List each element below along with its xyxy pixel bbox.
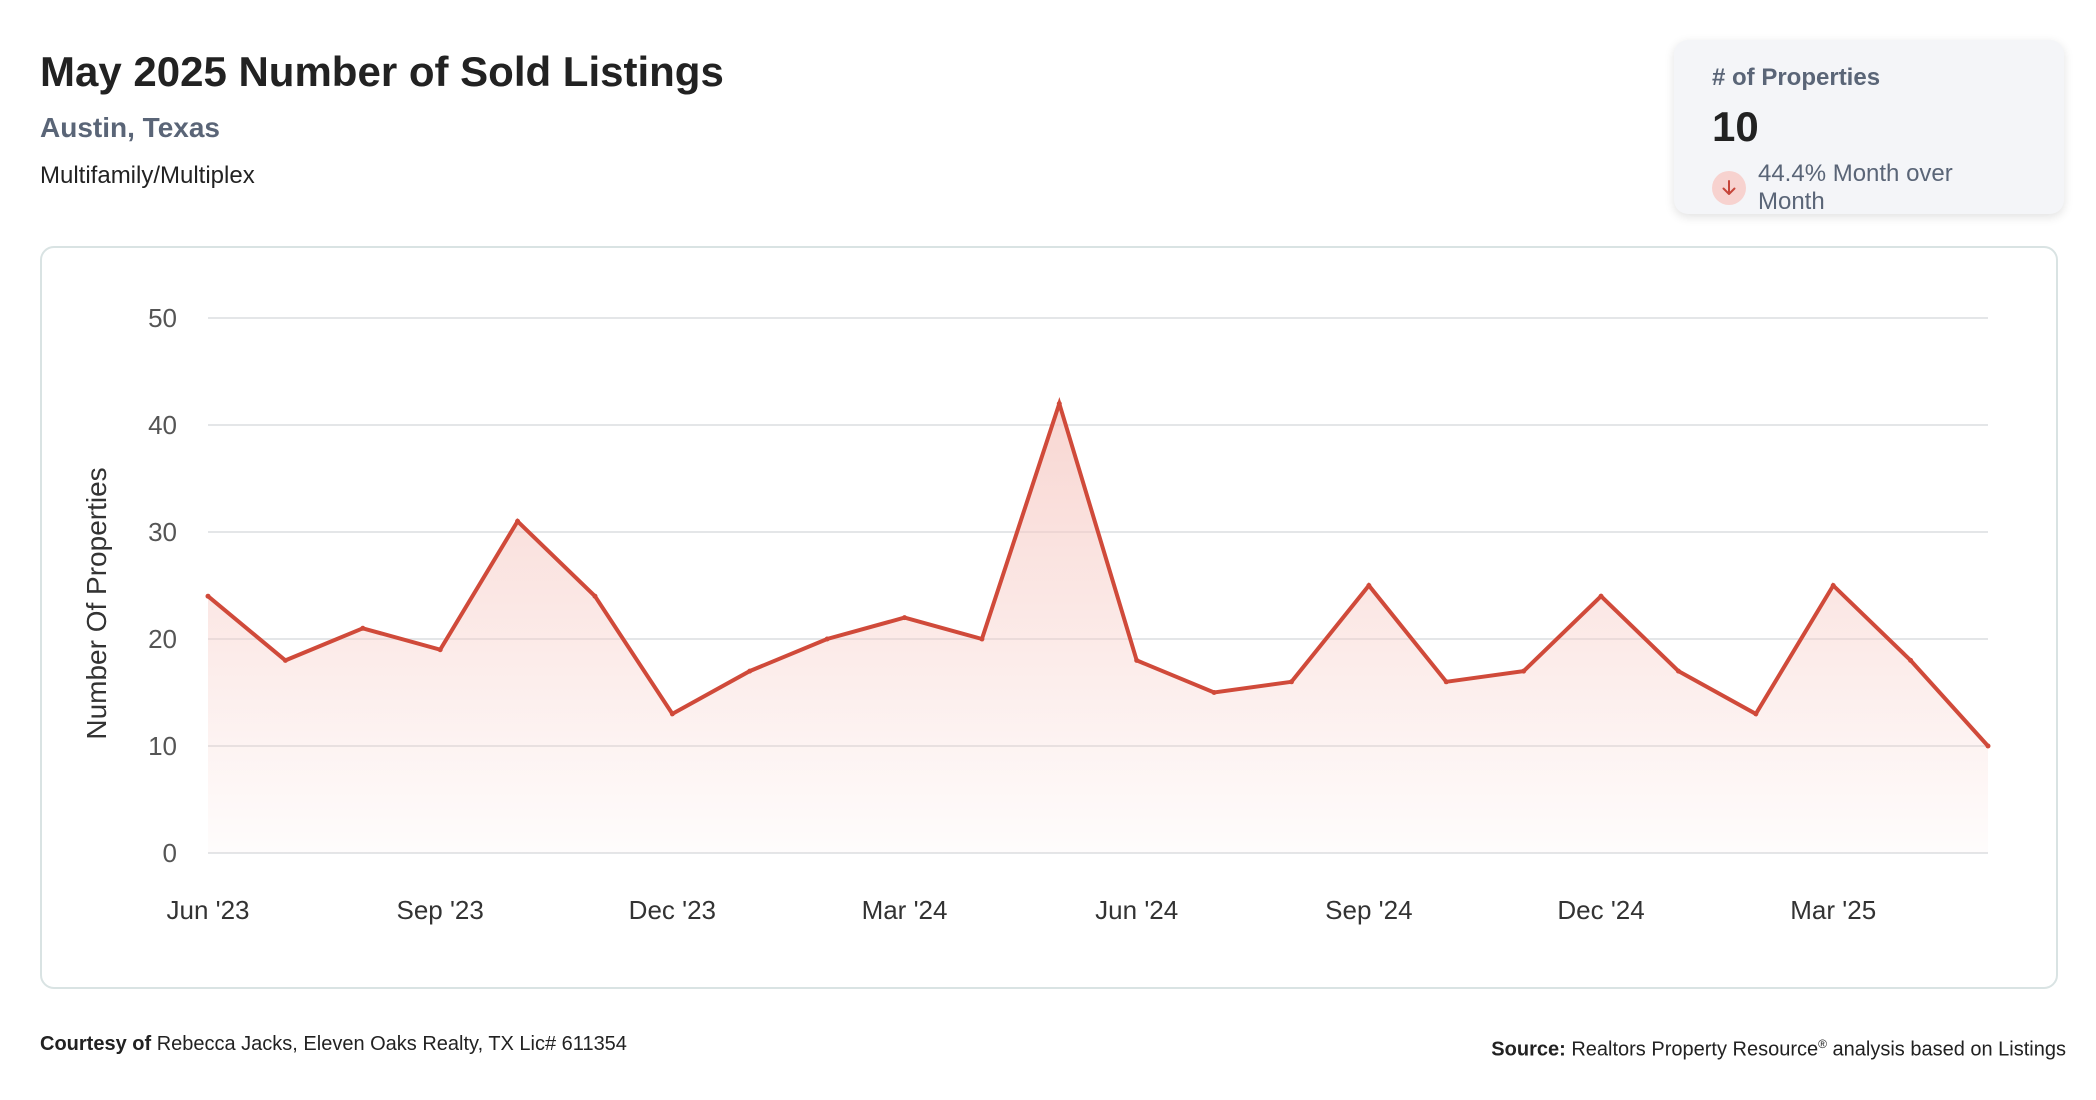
registered-mark: ® bbox=[1818, 1037, 1827, 1051]
data-point bbox=[1830, 583, 1836, 588]
data-point bbox=[282, 657, 288, 663]
y-axis-label: Number Of Properties bbox=[81, 467, 112, 739]
y-tick-label: 20 bbox=[148, 624, 177, 654]
y-tick-label: 0 bbox=[163, 838, 177, 868]
data-point bbox=[1598, 593, 1604, 599]
data-point bbox=[902, 615, 908, 621]
y-tick-label: 30 bbox=[148, 517, 177, 547]
data-point bbox=[824, 636, 830, 642]
data-point bbox=[1366, 583, 1372, 588]
x-tick-label: Sep '24 bbox=[1325, 895, 1412, 925]
courtesy-footer: Courtesy of Rebecca Jacks, Eleven Oaks R… bbox=[40, 1030, 627, 1058]
source-label: Source: bbox=[1491, 1038, 1566, 1061]
data-point bbox=[1985, 743, 1991, 749]
data-point bbox=[1443, 679, 1449, 685]
source-text-before: Realtors Property Resource bbox=[1571, 1038, 1819, 1061]
property-category: Multifamily/Multiplex bbox=[40, 162, 255, 189]
source-text-after: analysis based on Listings bbox=[1832, 1038, 2066, 1061]
data-point bbox=[1908, 657, 1914, 663]
data-point bbox=[1134, 657, 1140, 663]
data-point bbox=[1753, 711, 1759, 717]
courtesy-text: Rebecca Jacks, Eleven Oaks Realty, TX Li… bbox=[156, 1033, 627, 1055]
stat-card: # of Properties 10 44.4% Month over Mont… bbox=[1674, 40, 2064, 216]
x-tick-label: Mar '25 bbox=[1790, 895, 1876, 925]
x-tick-label: Jun '23 bbox=[166, 895, 249, 925]
data-point bbox=[1211, 690, 1217, 695]
area-layer bbox=[205, 396, 1991, 853]
stat-change: 44.4% Month over Month bbox=[1712, 160, 2026, 216]
x-tick-label: Dec '24 bbox=[1557, 895, 1644, 925]
y-axis-ticks: 0 10 20 30 40 50 bbox=[148, 303, 177, 868]
sold-listings-chart: 0 10 20 30 40 50 Jun '23 Sep '23 Dec '23 Mar '24… bbox=[81, 303, 1991, 925]
x-tick-label: Dec '23 bbox=[629, 895, 716, 925]
data-point bbox=[1288, 679, 1294, 685]
data-point bbox=[1056, 401, 1062, 407]
y-tick-label: 40 bbox=[148, 410, 177, 440]
data-point bbox=[1521, 668, 1527, 674]
x-tick-label: Mar '24 bbox=[862, 895, 948, 925]
data-point bbox=[360, 625, 366, 631]
page-title: May 2025 Number of Sold Listings bbox=[40, 48, 724, 95]
y-tick-label: 50 bbox=[148, 303, 177, 333]
data-point bbox=[1675, 668, 1681, 674]
header: May 2025 Number of Sold Listings Austin,… bbox=[40, 44, 724, 192]
x-tick-label: Jun '24 bbox=[1095, 895, 1178, 925]
source-footer: Source: Realtors Property Resource® anal… bbox=[1491, 1030, 2066, 1064]
x-tick-label: Sep '23 bbox=[396, 895, 483, 925]
data-point bbox=[979, 636, 985, 642]
location-subtitle: Austin, Texas bbox=[40, 112, 220, 143]
data-point bbox=[747, 668, 753, 674]
arrow-down-icon bbox=[1712, 171, 1746, 205]
stat-value: 10 bbox=[1712, 103, 1759, 150]
data-point bbox=[437, 647, 443, 653]
data-point bbox=[205, 593, 211, 599]
x-axis-ticks: Jun '23 Sep '23 Dec '23 Mar '24 Jun '24 Sep '… bbox=[166, 895, 1876, 925]
courtesy-label: Courtesy of bbox=[40, 1033, 152, 1055]
data-point bbox=[669, 711, 675, 717]
stat-change-text: 44.4% Month over Month bbox=[1757, 160, 1953, 215]
data-point bbox=[592, 593, 598, 599]
series-line bbox=[206, 396, 1990, 748]
data-point bbox=[515, 518, 521, 524]
series-area-fill bbox=[208, 403, 1988, 853]
stat-label: # of Properties bbox=[1712, 64, 1881, 91]
y-tick-label: 10 bbox=[148, 731, 177, 761]
